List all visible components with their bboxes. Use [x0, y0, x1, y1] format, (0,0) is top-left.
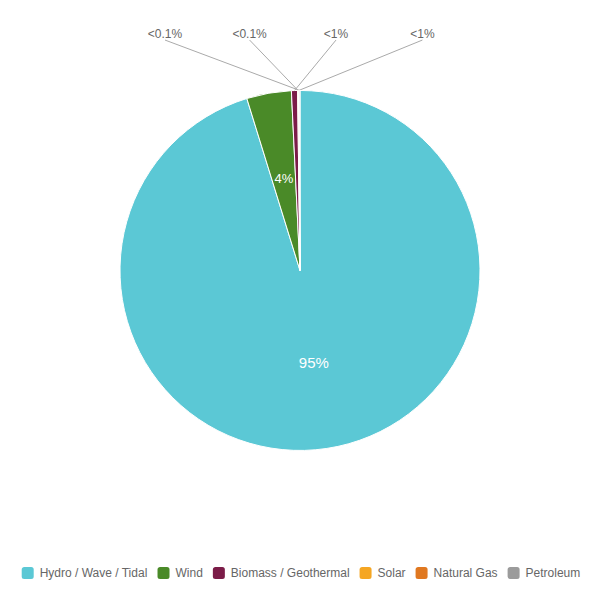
- svg-text:Biomass / Geothermal: Biomass / Geothermal: [231, 566, 350, 580]
- svg-text:<0.1%: <0.1%: [232, 27, 267, 41]
- svg-text:4%: 4%: [275, 171, 294, 186]
- svg-text:Wind: Wind: [176, 566, 203, 580]
- svg-text:95%: 95%: [299, 354, 329, 371]
- svg-text:Petroleum: Petroleum: [526, 566, 581, 580]
- svg-text:<1%: <1%: [410, 27, 435, 41]
- svg-text:<0.1%: <0.1%: [148, 27, 183, 41]
- svg-text:<1%: <1%: [324, 27, 349, 41]
- svg-text:Hydro / Wave / Tidal: Hydro / Wave / Tidal: [40, 566, 148, 580]
- svg-text:Natural Gas: Natural Gas: [434, 566, 498, 580]
- svg-text:Solar: Solar: [378, 566, 406, 580]
